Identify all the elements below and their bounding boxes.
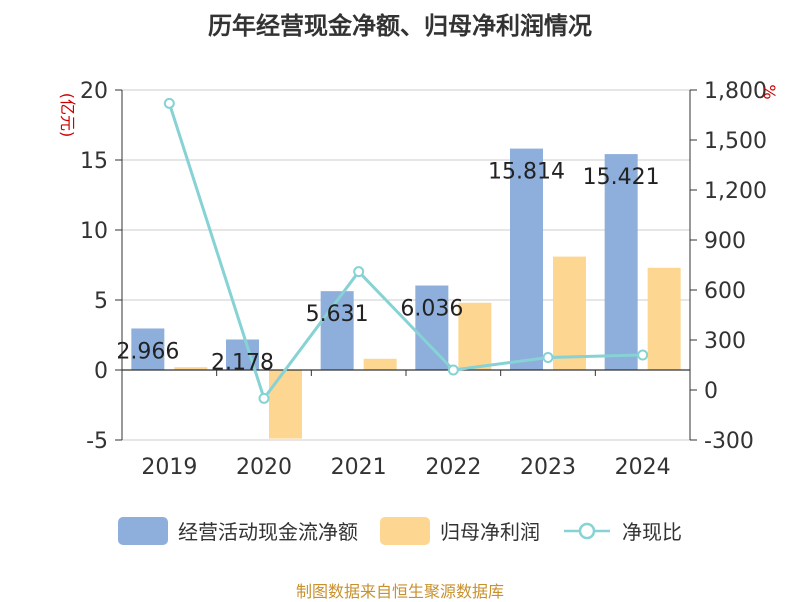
bar-net-profit (553, 256, 586, 370)
data-label-operating-cash-flow: 15.421 (583, 165, 660, 190)
chart-title: 历年经营现金净额、归母净利润情况 (208, 12, 592, 40)
bar-net-profit (458, 302, 492, 370)
y-right-tick-label: 1,200 (704, 179, 767, 204)
bar-net-profit (269, 370, 302, 439)
point-cash-ratio (258, 392, 270, 404)
source-note: 制图数据来自恒生聚源数据库 (295, 582, 504, 601)
y-left-axis-unit: (亿元) (58, 93, 77, 138)
y-right-tick-label: 1,800 (704, 79, 767, 104)
bar-net-profit (363, 358, 397, 370)
point-cash-ratio (447, 364, 459, 376)
data-label-operating-cash-flow: 2.966 (116, 339, 179, 364)
legend: 经营活动现金流净额 归母净利润 净现比 (0, 516, 800, 545)
legend-label-cash-ratio: 净现比 (622, 520, 682, 544)
legend-item-operating-cash-flow[interactable]: 经营活动现金流净额 (118, 516, 358, 545)
data-label-operating-cash-flow: 6.036 (400, 296, 463, 321)
bar-operating-cash-flow (415, 285, 449, 370)
legend-swatch-operating-cash-flow (118, 516, 168, 545)
point-cash-ratio (637, 349, 649, 361)
bar-operating-cash-flow (510, 148, 543, 370)
y-right-tick-label: 900 (704, 229, 746, 254)
legend-label-net-profit: 归母净利润 (440, 520, 540, 544)
data-label-operating-cash-flow: 2.178 (211, 351, 274, 376)
x-tick-label: 2020 (236, 455, 292, 480)
point-cash-ratio (353, 266, 365, 278)
legend-item-cash-ratio[interactable]: 净现比 (562, 516, 682, 545)
y-right-tick-label: 0 (704, 379, 718, 404)
legend-label-operating-cash-flow: 经营活动现金流净额 (178, 520, 358, 544)
y-right-tick-label: 600 (704, 279, 746, 304)
y-left-tick-label: 10 (80, 219, 108, 244)
x-tick-label: 2022 (425, 455, 481, 480)
x-tick-label: 2019 (141, 455, 197, 480)
data-label-operating-cash-flow: 15.814 (488, 160, 565, 185)
line-cash-ratio (167, 102, 643, 402)
y-left-tick-label: 15 (80, 149, 108, 174)
y-left-tick-label: 5 (94, 289, 108, 314)
y-right-tick-label: -300 (704, 429, 754, 454)
y-right-tick-label: 1,500 (704, 129, 767, 154)
legend-swatch-cash-ratio (564, 522, 610, 539)
point-cash-ratio (163, 97, 175, 109)
legend-item-net-profit[interactable]: 归母净利润 (380, 516, 540, 545)
y-right-axis-unit: % (760, 84, 779, 99)
legend-swatch-net-profit (380, 516, 430, 545)
bar-net-profit (174, 367, 208, 370)
x-tick-label: 2024 (615, 455, 671, 480)
y-left-tick-label: 0 (94, 359, 108, 384)
bar-operating-cash-flow (131, 328, 165, 370)
point-cash-ratio (542, 352, 554, 363)
x-tick-label: 2023 (520, 455, 576, 480)
y-left-tick-label: -5 (86, 429, 108, 454)
data-label-operating-cash-flow: 5.631 (306, 302, 369, 327)
x-tick-label: 2021 (331, 455, 387, 480)
bar-net-profit (647, 267, 681, 370)
y-left-tick-label: 20 (80, 79, 108, 104)
bar-operating-cash-flow (604, 154, 638, 370)
bar-operating-cash-flow (320, 291, 354, 370)
y-right-tick-label: 300 (704, 329, 746, 354)
